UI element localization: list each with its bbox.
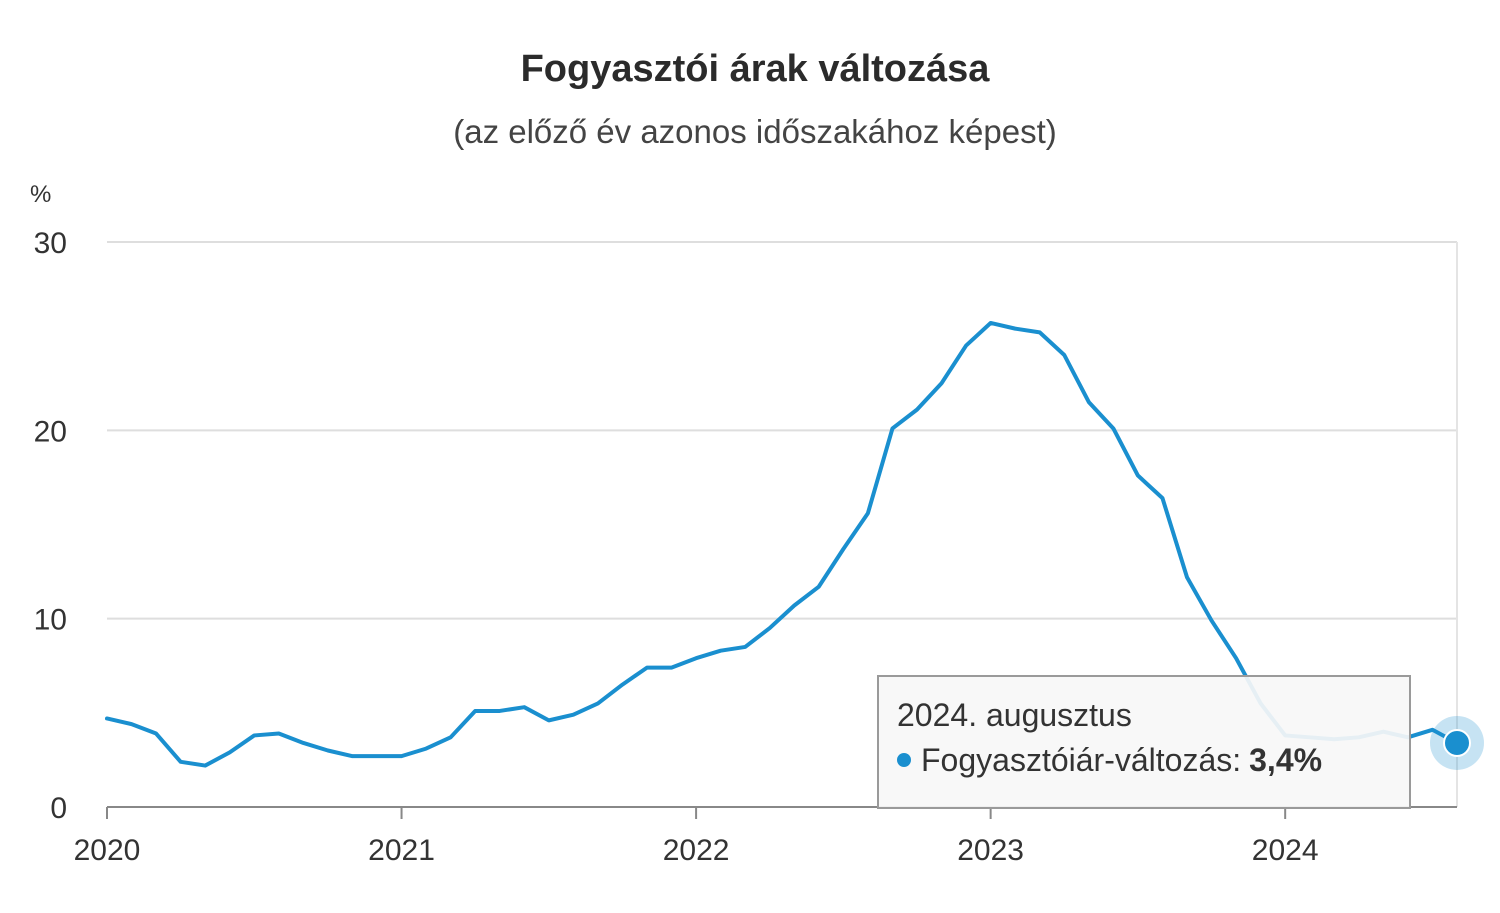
data-point — [1185, 575, 1189, 579]
data-point — [252, 733, 256, 737]
data-point — [817, 585, 821, 589]
tooltip-row: Fogyasztóiár-változás: 3,4% — [897, 742, 1409, 779]
gridlines — [107, 241, 1458, 807]
data-point — [400, 754, 404, 758]
data-point — [719, 649, 723, 653]
data-point — [1062, 353, 1066, 357]
x-tick-label: 2023 — [957, 834, 1024, 867]
tooltip-value: 3,4% — [1249, 742, 1323, 778]
data-point — [841, 547, 845, 551]
data-point — [940, 381, 944, 385]
data-point — [1013, 327, 1017, 331]
series-layer — [105, 320, 1459, 768]
data-point — [890, 426, 894, 430]
chart-title: Fogyasztói árak változása — [520, 48, 990, 90]
x-tick-label: 2020 — [74, 834, 141, 867]
data-point — [1087, 400, 1091, 404]
data-point — [596, 701, 600, 705]
tooltip-series-label: Fogyasztóiár-változás: — [921, 742, 1242, 778]
chart-subtitle: (az előző év azonos időszakához képest) — [453, 113, 1057, 150]
y-tick-label: 0 — [50, 792, 67, 825]
data-point — [792, 603, 796, 607]
data-point — [670, 666, 674, 670]
data-point — [620, 683, 624, 687]
data-point — [228, 750, 232, 754]
data-point — [1210, 619, 1214, 623]
x-axis: 2020 2021 2022 2023 2024 — [74, 806, 1457, 867]
data-point — [498, 709, 502, 713]
data-point — [473, 709, 477, 713]
y-tick-label: 20 — [34, 415, 67, 448]
data-point — [694, 656, 698, 660]
data-point — [277, 732, 281, 736]
tooltip-period: 2024. augusztus — [897, 697, 1132, 733]
x-tick-label: 2022 — [663, 834, 730, 867]
data-point — [1160, 496, 1164, 500]
y-tick-label: 30 — [34, 227, 67, 260]
data-point — [522, 705, 526, 709]
data-point — [326, 749, 330, 753]
data-point — [449, 735, 453, 739]
x-tick-label: 2021 — [368, 834, 435, 867]
series-line — [105, 320, 1459, 768]
data-point — [866, 511, 870, 515]
data-point — [547, 718, 551, 722]
x-tick-label: 2024 — [1252, 834, 1319, 867]
data-point — [768, 626, 772, 630]
data-point — [645, 666, 649, 670]
data-point — [424, 747, 428, 751]
y-axis-ticks: 0 10 20 30 — [34, 227, 67, 825]
data-tooltip: 2024. augusztus Fogyasztóiár-változás: 3,… — [877, 675, 1411, 809]
data-point — [203, 764, 207, 768]
data-point — [179, 760, 183, 764]
data-point — [964, 344, 968, 348]
data-point — [1038, 330, 1042, 334]
series-dot-icon — [897, 752, 911, 767]
data-point — [301, 741, 305, 745]
data-point — [375, 754, 379, 758]
y-unit-label: % — [30, 181, 51, 208]
data-point — [154, 732, 158, 736]
data-point — [130, 722, 134, 726]
data-point — [1234, 656, 1238, 660]
data-point — [105, 716, 109, 720]
data-point — [350, 754, 354, 758]
data-point — [989, 321, 993, 325]
hover-marker-group — [1430, 715, 1484, 770]
hover-point — [1443, 728, 1471, 757]
y-tick-label: 10 — [34, 604, 67, 637]
data-point — [915, 408, 919, 412]
data-point — [571, 713, 575, 717]
data-point — [743, 645, 747, 649]
data-point — [1111, 426, 1115, 430]
data-point — [1136, 474, 1140, 478]
